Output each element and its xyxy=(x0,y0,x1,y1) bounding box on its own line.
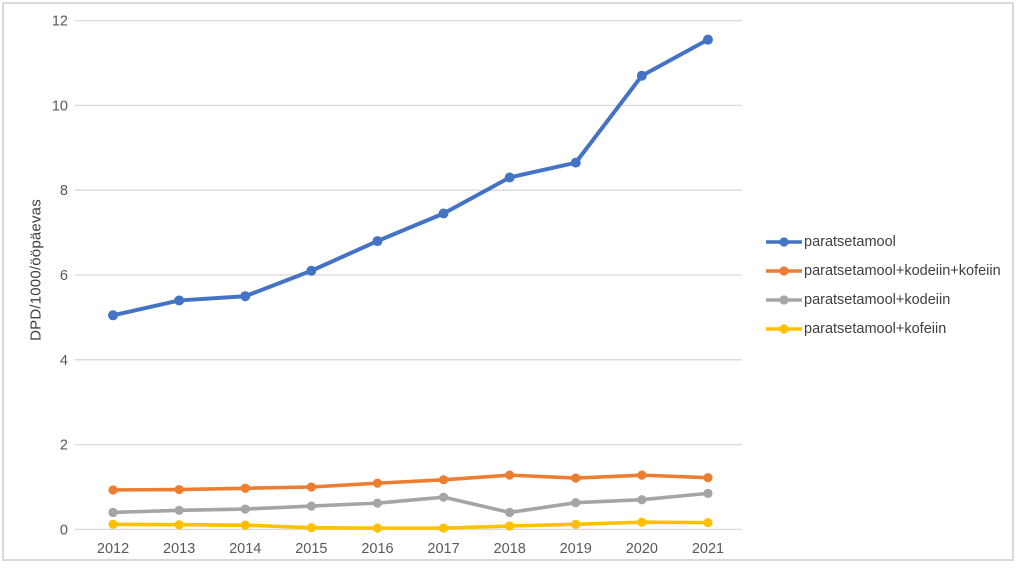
data-point-paratsetamool+kofeiin-2012 xyxy=(108,519,118,529)
data-point-paratsetamool+kofeiin-2018 xyxy=(505,521,515,531)
data-point-paratsetamool+kodeiin-2013 xyxy=(174,505,184,515)
data-point-paratsetamool+kodeiin+kofeiin-2014 xyxy=(240,483,250,493)
legend-marker-icon xyxy=(766,323,802,334)
data-point-paratsetamool+kodeiin+kofeiin-2018 xyxy=(505,470,515,480)
data-point-paratsetamool+kodeiin-2012 xyxy=(108,507,118,518)
data-point-paratsetamool-2013 xyxy=(174,295,185,306)
data-point-paratsetamool+kodeiin+kofeiin-2016 xyxy=(372,478,383,488)
x-tick-label: 2012 xyxy=(97,541,129,557)
data-point-paratsetamool+kodeiin-2016 xyxy=(372,498,383,508)
data-point-paratsetamool+kodeiin+kofeiin-2017 xyxy=(438,475,449,485)
data-point-paratsetamool+kofeiin-2013 xyxy=(174,520,184,530)
x-tick-label: 2014 xyxy=(229,541,261,557)
y-tick-label: 6 xyxy=(60,268,68,284)
legend-label: paratsetamool+kodeiin xyxy=(804,291,951,308)
legend-label: paratsetamool+kofeiin xyxy=(804,320,947,337)
legend: paratsetamool paratsetamool+kodeiin+kofei… xyxy=(765,227,1001,343)
y-tick-label: 4 xyxy=(60,353,68,369)
data-point-paratsetamool+kofeiin-2017 xyxy=(438,523,449,533)
data-point-paratsetamool-2019 xyxy=(570,157,581,168)
data-point-paratsetamool+kodeiin+kofeiin-2019 xyxy=(571,473,581,483)
chart-frame xyxy=(2,2,1014,561)
y-tick-label: 12 xyxy=(52,14,68,30)
data-point-paratsetamool+kofeiin-2016 xyxy=(372,523,383,533)
y-axis-title: DPD/1000/ööpäevas xyxy=(27,199,45,341)
data-point-paratsetamool+kodeiin+kofeiin-2015 xyxy=(306,482,316,492)
series-line-paratsetamool+kodeiin+kofeiin xyxy=(111,473,710,492)
data-point-paratsetamool+kodeiin-2015 xyxy=(306,501,316,511)
data-point-paratsetamool+kofeiin-2020 xyxy=(637,517,647,527)
data-point-paratsetamool-2014 xyxy=(240,291,251,302)
y-tick-label: 8 xyxy=(60,183,68,199)
data-point-paratsetamool+kodeiin+kofeiin-2020 xyxy=(637,470,647,480)
legend-item-paratsetamool+kodeiin: paratsetamool+kodeiin xyxy=(765,285,1001,314)
data-point-paratsetamool+kodeiin-2019 xyxy=(571,498,581,508)
data-point-paratsetamool+kodeiin+kofeiin-2021 xyxy=(703,473,713,483)
data-point-paratsetamool+kodeiin-2021 xyxy=(703,488,713,498)
y-tick-label: 2 xyxy=(60,438,68,454)
data-point-paratsetamool+kodeiin-2014 xyxy=(240,504,250,514)
data-point-paratsetamool+kofeiin-2021 xyxy=(703,518,713,528)
x-tick-label: 2021 xyxy=(692,541,724,557)
series-line-paratsetamool xyxy=(111,37,710,318)
data-point-paratsetamool+kodeiin+kofeiin-2013 xyxy=(174,484,184,495)
x-tick-label: 2013 xyxy=(163,541,195,557)
data-point-paratsetamool+kodeiin-2017 xyxy=(438,492,449,502)
data-point-paratsetamool-2017 xyxy=(438,208,449,219)
data-point-paratsetamool+kodeiin-2020 xyxy=(637,495,647,505)
y-tick-label: 0 xyxy=(60,522,68,538)
x-tick-label: 2016 xyxy=(361,541,393,557)
x-tick-label: 2017 xyxy=(427,541,459,557)
data-point-paratsetamool-2021 xyxy=(702,34,713,45)
x-tick-label: 2015 xyxy=(295,541,327,557)
data-point-paratsetamool+kodeiin-2018 xyxy=(505,507,515,518)
data-point-paratsetamool-2018 xyxy=(504,172,515,183)
series-line-paratsetamool+kofeiin xyxy=(111,520,710,530)
data-point-paratsetamool-2015 xyxy=(306,265,317,276)
legend-item-paratsetamool: paratsetamool xyxy=(765,227,1001,256)
x-tick-label: 2018 xyxy=(494,541,526,557)
data-point-paratsetamool-2012 xyxy=(108,310,119,321)
data-point-paratsetamool+kofeiin-2014 xyxy=(240,520,250,530)
legend-label: paratsetamool+kodeiin+kofeiin xyxy=(804,262,1001,279)
series-line-paratsetamool+kodeiin xyxy=(111,491,710,515)
legend-marker-icon xyxy=(766,294,802,305)
legend-marker-icon xyxy=(766,265,802,276)
data-point-paratsetamool+kodeiin+kofeiin-2012 xyxy=(108,485,118,495)
legend-marker-icon xyxy=(766,236,802,247)
data-point-paratsetamool-2020 xyxy=(636,70,647,81)
legend-label: paratsetamool xyxy=(804,233,896,250)
x-tick-label: 2019 xyxy=(560,541,592,557)
legend-item-paratsetamool+kodeiin+kofeiin: paratsetamool+kodeiin+kofeiin xyxy=(765,256,1001,285)
data-point-paratsetamool-2016 xyxy=(372,236,383,247)
data-point-paratsetamool+kofeiin-2019 xyxy=(571,519,581,529)
x-tick-label: 2020 xyxy=(626,541,658,557)
data-point-paratsetamool+kofeiin-2015 xyxy=(306,523,316,533)
y-tick-label: 10 xyxy=(52,98,68,114)
legend-item-paratsetamool+kofeiin: paratsetamool+kofeiin xyxy=(765,314,1001,343)
